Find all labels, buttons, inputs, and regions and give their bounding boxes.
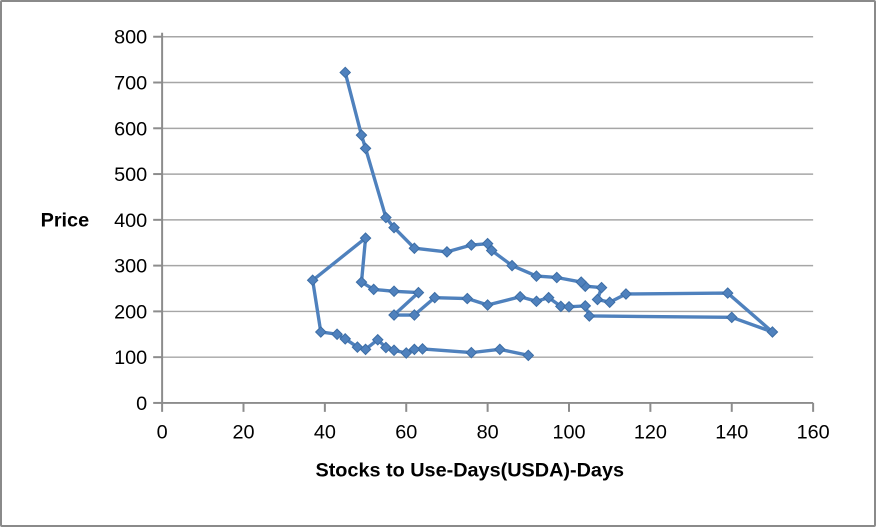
- y-tick-label-0: 0: [136, 393, 147, 415]
- data-point-marker: [465, 346, 478, 359]
- data-point-marker: [359, 142, 372, 155]
- data-point-marker: [563, 300, 575, 313]
- y-tick-label-100: 100: [114, 347, 147, 369]
- data-point-marker: [481, 299, 494, 311]
- y-tick-label-500: 500: [114, 164, 147, 186]
- x-axis-title: Stocks to Use-Days(USDA)-Days: [315, 459, 624, 481]
- data-point-marker: [416, 343, 429, 355]
- y-axis-title: Price: [41, 209, 90, 231]
- data-point-marker: [388, 285, 400, 298]
- data-point-marker: [493, 343, 506, 356]
- data-point-marker: [408, 343, 421, 356]
- data-point-marker: [506, 259, 518, 272]
- data-point-marker: [583, 310, 596, 322]
- x-tick-label-120: 120: [634, 422, 667, 444]
- data-point-marker: [721, 287, 734, 299]
- data-point-marker: [359, 232, 372, 245]
- data-point-marker: [579, 300, 592, 312]
- series-line: [310, 70, 775, 357]
- x-tick-label-100: 100: [552, 422, 585, 444]
- data-point-marker: [530, 270, 543, 282]
- data-point-marker: [400, 347, 413, 359]
- data-point-marker: [339, 66, 352, 79]
- data-point-marker: [371, 333, 384, 346]
- data-point-marker: [388, 309, 400, 321]
- y-tick-label-300: 300: [114, 256, 147, 278]
- series-layer: [306, 66, 779, 362]
- data-point-marker: [461, 292, 474, 305]
- data-point-marker: [306, 274, 319, 287]
- data-point-marker: [725, 311, 738, 324]
- data-point-marker: [591, 293, 604, 306]
- y-tick-label-400: 400: [114, 210, 147, 232]
- data-point-marker: [412, 286, 425, 299]
- x-tick-label-140: 140: [715, 422, 748, 444]
- data-point-marker: [351, 341, 364, 353]
- x-tick-label-80: 80: [477, 422, 499, 444]
- data-point-marker: [408, 309, 421, 321]
- data-point-marker: [554, 300, 567, 313]
- data-point-marker: [481, 237, 494, 250]
- data-point-marker: [620, 288, 632, 300]
- data-point-marker: [428, 291, 441, 304]
- x-tick-label-20: 20: [232, 422, 254, 444]
- data-point-marker: [530, 295, 543, 308]
- data-point-marker: [314, 326, 327, 338]
- data-point-marker: [441, 246, 453, 258]
- data-point-marker: [595, 281, 608, 294]
- data-point-marker: [514, 290, 527, 303]
- data-point-marker: [603, 296, 616, 309]
- gridlines-layer: [162, 35, 814, 358]
- data-point-marker: [388, 221, 400, 234]
- x-tick-label-40: 40: [314, 422, 336, 444]
- x-tick-label-60: 60: [395, 422, 417, 444]
- data-point-marker: [355, 129, 368, 142]
- tick-labels-layer: 0 100 200 300 400 500 600 700 800 0 20 40 60 80 100 120…: [114, 27, 830, 444]
- y-tick-label-700: 700: [114, 72, 147, 94]
- x-tick-label-0: 0: [157, 422, 168, 444]
- data-point-marker: [380, 341, 392, 354]
- y-tick-label-800: 800: [114, 27, 147, 49]
- data-point-marker: [331, 328, 343, 341]
- data-point-marker: [550, 271, 563, 284]
- y-tick-label-600: 600: [114, 118, 147, 140]
- data-point-marker: [542, 291, 555, 304]
- data-point-marker: [522, 349, 535, 362]
- data-point-marker: [465, 239, 478, 251]
- data-point-marker: [766, 326, 779, 338]
- y-tick-label-200: 200: [114, 301, 147, 323]
- axes-layer: [153, 32, 815, 412]
- data-point-marker: [367, 283, 380, 296]
- data-point-marker: [355, 276, 368, 288]
- data-point-marker: [575, 276, 588, 288]
- data-point-marker: [339, 332, 352, 345]
- data-point-marker: [408, 242, 421, 255]
- x-tick-label-160: 160: [797, 422, 830, 444]
- data-point-marker: [380, 211, 392, 224]
